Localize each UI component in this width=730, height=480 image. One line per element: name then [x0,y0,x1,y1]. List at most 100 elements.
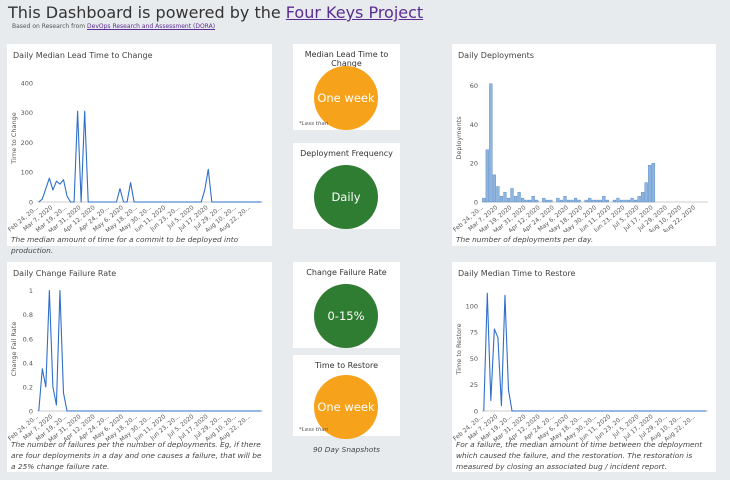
chart-title: Daily Deployments [458,51,534,60]
bar [531,195,535,203]
y-tick-label: 0.4 [23,359,33,367]
bar [644,182,648,203]
bar [542,197,546,203]
bar [633,199,638,203]
subtitle-link[interactable]: DevOps Research and Assessment (DORA) [87,23,216,30]
bar [630,197,634,203]
metric-tile: Time to Restore One week *Less than [293,355,400,439]
bar [605,199,609,203]
y-tick-label: 400 [21,79,33,87]
bar [482,197,486,203]
bar [641,192,645,203]
chart-caption: For a failure, the median amount of time… [456,440,703,471]
y-tick-label: 0.2 [23,383,33,391]
y-tick-label: 50 [470,355,478,363]
chart-caption: The median amount of time for a commit t… [11,235,239,255]
bar [588,197,592,203]
line-series [38,110,262,203]
title-text: This Dashboard is powered by the [8,3,281,22]
chart-title: Daily Median Time to Restore [458,269,576,278]
chart-title: Daily Median Lead Time to Change [13,51,153,60]
bar [492,174,496,203]
bar [513,195,518,203]
chart-caption: The number of deployments per day. [456,235,594,244]
y-tick-label: 25 [470,381,478,389]
bar [528,199,532,203]
y-axis-label: Deployments [455,116,463,160]
y-tick-label: 100 [21,169,33,177]
y-tick-label: 0 [474,199,478,207]
bar [499,195,504,203]
y-axis-label: Change Fail Rate [10,322,18,377]
bar [598,199,602,203]
bar [619,199,624,203]
bar [626,199,631,203]
bar [595,199,599,203]
bar [651,163,655,203]
tile-note: *Less than [299,427,329,433]
y-tick-label: 20 [470,160,478,168]
bar [517,192,521,203]
metric-tile: Median Lead Time to Change One week *Les… [293,44,400,130]
y-tick-label: 200 [21,139,33,147]
bar [496,186,500,203]
bar [506,197,511,203]
line-series [38,290,262,412]
y-tick-label: 1 [29,287,33,295]
tile-badge: One week [314,66,378,130]
subtitle-text: Based on Research from [12,23,86,30]
y-tick-label: 300 [21,109,33,117]
bar [566,199,571,203]
tile-badge: Daily [314,165,378,229]
tile-title: Change Failure Rate [306,268,387,277]
bar [623,199,627,203]
line-series [483,292,707,412]
bar [563,195,567,203]
tile-badge: 0-15% [314,284,378,348]
y-tick-label: 0.8 [23,311,33,319]
page-subtitle: Based on Research from DevOps Research a… [12,23,215,30]
bar [591,199,595,203]
bar [510,188,514,203]
bar [485,149,489,203]
bar [503,192,507,203]
bar [556,197,560,203]
bar [520,197,525,203]
bar [577,199,581,203]
y-axis-label: Time to Restore [455,323,463,375]
bar [616,197,620,203]
metric-tile: Deployment Frequency Daily [293,143,400,229]
chart-panel: Daily Median Time to Restore For a failur… [452,262,716,472]
bar [570,199,574,203]
chart-panel: Daily Median Lead Time to Change The medi… [7,44,272,255]
tile-title: Time to Restore [314,361,379,370]
bar [545,199,549,203]
y-tick-label: 60 [470,82,478,90]
snapshot-label: 90 Day Snapshots [312,445,381,454]
bar [524,199,528,203]
bar [559,199,564,203]
bar [535,199,539,203]
bar [602,195,606,203]
tile-title: Median Lead Time to Change [304,50,389,68]
y-tick-label: 75 [470,329,478,337]
bar [573,197,578,203]
bar [637,195,641,203]
y-tick-label: 0 [29,408,33,416]
title-link[interactable]: Four Keys Project [285,3,424,22]
chart-panel: Daily Deployments The number of deploymen… [452,44,716,246]
bar [584,199,588,203]
tile-badge: One week [314,375,378,439]
bar [648,164,652,203]
y-tick-label: 0 [474,408,478,416]
bar [549,199,553,203]
page-title: This Dashboard is powered by the Four Ke… [8,3,423,22]
y-tick-label: 100 [466,302,478,310]
y-tick-label: 0 [29,199,33,207]
chart-title: Daily Change Failure Rate [13,269,117,278]
y-axis-label: Time to Change [10,112,18,164]
y-tick-label: 0.6 [23,335,33,343]
